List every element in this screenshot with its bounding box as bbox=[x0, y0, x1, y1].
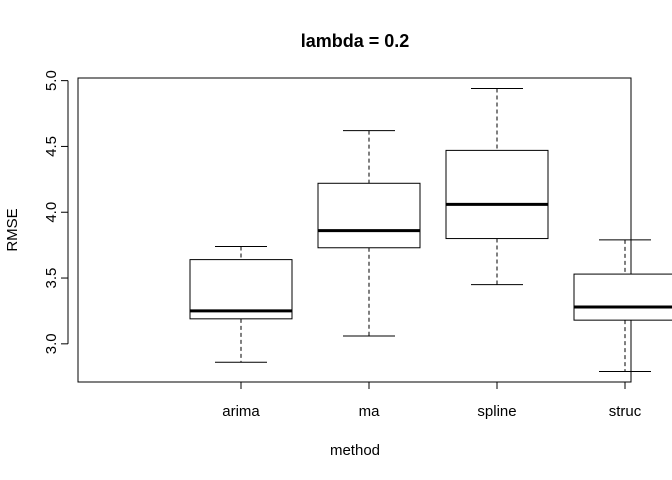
x-tick-label: spline bbox=[477, 403, 516, 420]
box-struc bbox=[573, 239, 672, 372]
y-tick-label: 5.0 bbox=[43, 70, 60, 91]
iqr-box bbox=[189, 259, 293, 320]
box-series bbox=[189, 88, 672, 372]
y-tick-label: 3.5 bbox=[43, 268, 60, 289]
box-arima bbox=[189, 245, 293, 363]
box-ma bbox=[317, 130, 421, 337]
iqr-box bbox=[317, 182, 421, 249]
chart-title: lambda = 0.2 bbox=[301, 31, 410, 51]
x-tick-label: struc bbox=[609, 403, 642, 420]
box-spline bbox=[445, 88, 549, 286]
y-tick-label: 4.5 bbox=[43, 136, 60, 157]
iqr-box bbox=[445, 149, 549, 240]
iqr-box bbox=[573, 273, 672, 321]
x-axis: arima ma spline struc bbox=[222, 381, 642, 420]
x-axis-label: method bbox=[330, 442, 380, 459]
y-axis: 3.0 3.5 4.0 4.5 5.0 bbox=[43, 70, 69, 354]
y-axis-label: RMSE bbox=[4, 208, 21, 251]
y-tick-label: 3.0 bbox=[43, 333, 60, 354]
x-tick-label: arima bbox=[222, 403, 260, 420]
x-tick-label: ma bbox=[359, 403, 380, 420]
y-tick-label: 4.0 bbox=[43, 202, 60, 223]
